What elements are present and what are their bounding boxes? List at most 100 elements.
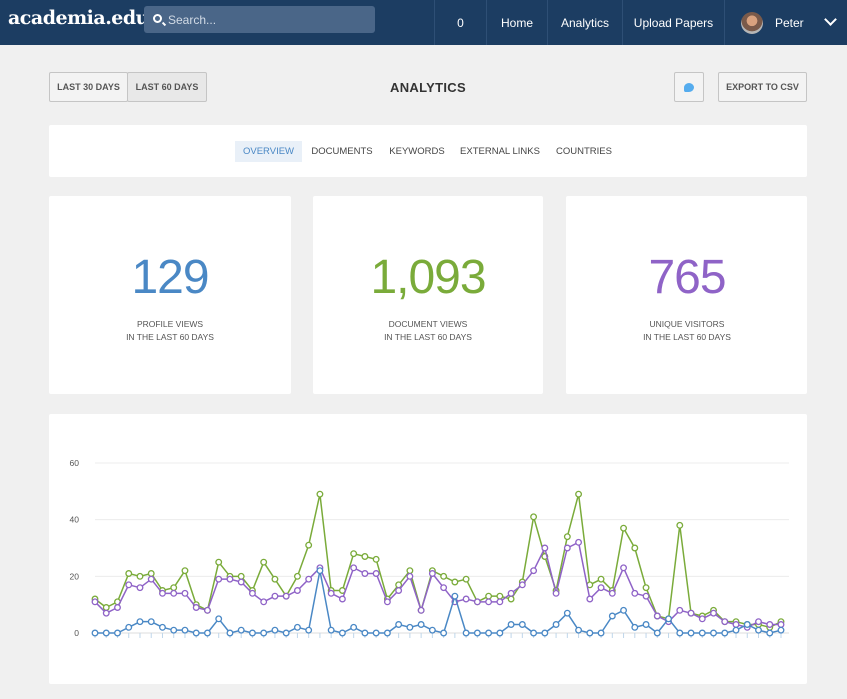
- data-point: [114, 604, 121, 611]
- tab-overview[interactable]: OVERVIEW: [235, 141, 302, 162]
- data-point: [316, 567, 324, 575]
- data-point: [181, 567, 189, 575]
- data-point: [608, 612, 616, 620]
- data-point: [563, 544, 571, 552]
- search-box[interactable]: [144, 6, 375, 33]
- tab-keywords[interactable]: KEYWORDS: [389, 146, 445, 157]
- data-point: [170, 626, 178, 634]
- data-point: [372, 555, 380, 563]
- twitter-share-button[interactable]: [674, 72, 704, 102]
- data-point: [530, 513, 538, 521]
- data-point: [608, 589, 616, 597]
- notifications-count[interactable]: 0: [434, 0, 486, 45]
- tab-external-links[interactable]: EXTERNAL LINKS: [460, 146, 540, 157]
- unique-visitors-label-line2: IN THE LAST 60 DAYS: [643, 332, 731, 342]
- document-views-label-line2: IN THE LAST 60 DAYS: [384, 332, 472, 342]
- nav-analytics-link[interactable]: Analytics: [547, 0, 622, 45]
- data-point: [620, 606, 628, 614]
- data-point: [226, 629, 234, 637]
- data-point: [586, 629, 594, 637]
- data-point: [631, 623, 639, 631]
- data-point: [305, 626, 313, 634]
- data-point: [170, 589, 178, 597]
- data-point: [496, 592, 504, 600]
- data-point: [361, 570, 369, 577]
- data-point: [102, 629, 110, 637]
- data-point: [620, 524, 628, 532]
- data-point: [428, 570, 436, 577]
- data-point: [755, 626, 762, 634]
- profile-views-label: PROFILE VIEWS IN THE LAST 60 DAYS: [49, 318, 291, 344]
- unique-visitors-value: 765: [648, 251, 726, 304]
- data-point: [552, 621, 560, 628]
- data-point: [653, 629, 661, 637]
- nav-upload-papers-link[interactable]: Upload Papers: [622, 0, 724, 45]
- data-point: [237, 578, 245, 586]
- data-point: [338, 629, 346, 637]
- data-point: [204, 606, 211, 614]
- academia-logo[interactable]: academia.edu: [8, 7, 150, 29]
- user-menu[interactable]: Peter: [724, 0, 847, 45]
- data-point: [372, 629, 380, 637]
- twitter-icon: [684, 82, 694, 92]
- data-point: [777, 621, 785, 628]
- data-point: [383, 598, 391, 606]
- data-point: [473, 629, 481, 637]
- data-point: [237, 626, 245, 634]
- data-point: [451, 592, 459, 600]
- y-tick-label: 40: [70, 515, 80, 525]
- data-point: [575, 538, 583, 546]
- tab-documents[interactable]: DOCUMENTS: [311, 146, 373, 157]
- data-point: [91, 598, 99, 606]
- data-point: [507, 595, 515, 603]
- data-point: [293, 572, 301, 580]
- data-point: [293, 623, 301, 631]
- data-point: [102, 609, 110, 617]
- export-csv-button[interactable]: EXPORT TO CSV: [718, 72, 807, 102]
- data-point: [755, 618, 762, 626]
- data-point: [631, 589, 639, 597]
- profile-views-value: 129: [131, 251, 209, 304]
- data-point: [159, 623, 166, 631]
- data-point: [743, 621, 751, 628]
- tabs-card: [49, 125, 807, 177]
- data-point: [271, 575, 279, 583]
- data-point: [676, 521, 684, 529]
- data-point: [91, 629, 99, 637]
- data-point: [114, 629, 121, 637]
- data-point: [732, 626, 740, 634]
- data-point: [282, 629, 290, 637]
- last-30-days-button[interactable]: LAST 30 DAYS: [49, 72, 128, 102]
- last-60-days-button[interactable]: LAST 60 DAYS: [127, 72, 207, 102]
- data-point: [766, 621, 774, 628]
- data-point: [417, 621, 425, 628]
- data-point: [159, 589, 166, 597]
- search-icon: [153, 14, 162, 23]
- data-point: [642, 592, 650, 600]
- data-point: [563, 533, 571, 541]
- avatar: [741, 11, 763, 34]
- data-point: [428, 626, 436, 634]
- data-point: [125, 623, 133, 631]
- document-views-label: DOCUMENT VIEWS IN THE LAST 60 DAYS: [307, 318, 549, 344]
- data-point: [136, 572, 144, 580]
- data-point: [248, 629, 256, 637]
- nav-home-link[interactable]: Home: [486, 0, 547, 45]
- data-point: [125, 570, 133, 577]
- data-point: [440, 584, 448, 592]
- data-point: [372, 570, 380, 577]
- data-point: [226, 575, 234, 583]
- search-input[interactable]: [168, 6, 368, 33]
- data-point: [530, 567, 538, 575]
- data-point: [305, 575, 313, 583]
- data-point: [777, 626, 785, 634]
- data-point: [170, 584, 178, 592]
- data-point: [327, 626, 335, 634]
- data-point: [530, 629, 538, 637]
- tab-countries[interactable]: COUNTRIES: [556, 146, 612, 157]
- data-point: [316, 490, 324, 498]
- data-point: [383, 629, 391, 637]
- data-point: [552, 589, 560, 597]
- data-point: [406, 567, 414, 575]
- data-point: [260, 558, 268, 566]
